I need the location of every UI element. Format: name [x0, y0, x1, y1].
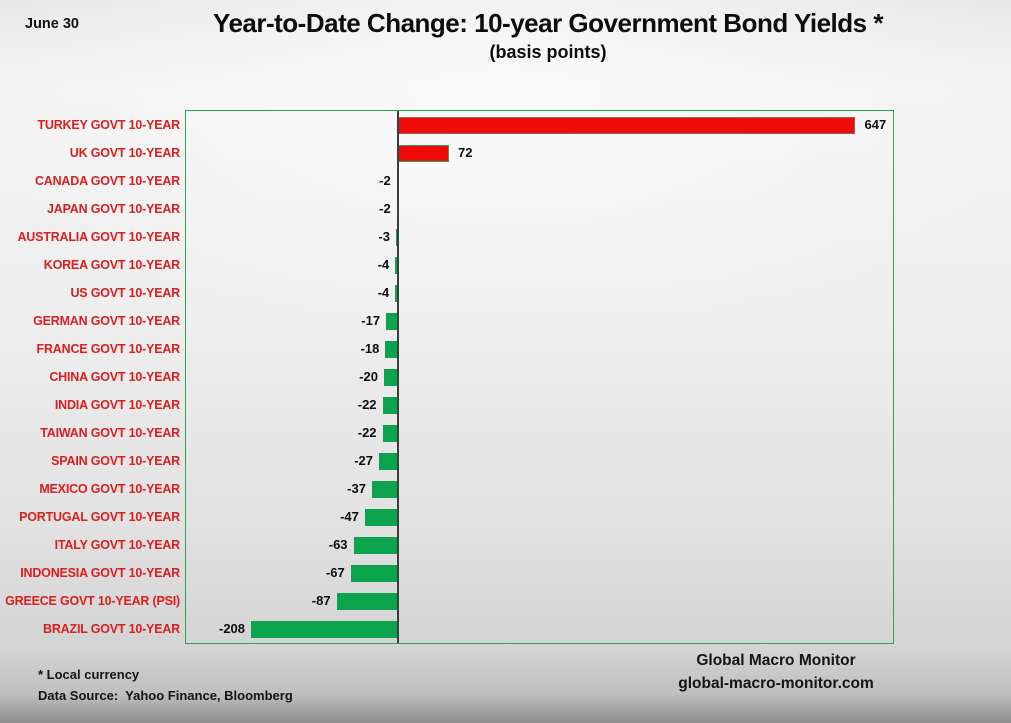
value-label: 647	[864, 117, 887, 132]
bar	[251, 620, 399, 638]
category-label: CANADA GOVT 10-YEAR	[34, 174, 180, 188]
value-label: -87	[311, 593, 331, 608]
bar-chart: TURKEY GOVT 10-YEAR 647 UK GOVT 10-YEAR 72 C…	[0, 110, 1011, 644]
value-label: -22	[357, 425, 377, 440]
category-label: SPAIN GOVT 10-YEAR	[51, 454, 180, 468]
value-label: -2	[379, 201, 391, 216]
bar	[379, 452, 399, 470]
category-label: INDIA GOVT 10-YEAR	[54, 398, 180, 412]
category-label: KOREA GOVT 10-YEAR	[43, 258, 180, 272]
title-block: Year-to-Date Change: 10-year Government …	[0, 8, 1011, 63]
bar	[353, 536, 399, 554]
bar	[386, 312, 399, 330]
bar	[396, 228, 399, 246]
plot-area	[185, 110, 894, 644]
brand-block: Global Macro Monitor global-macro-monito…	[626, 649, 926, 695]
bar	[364, 508, 399, 526]
value-label: 72	[458, 145, 473, 160]
category-label: CHINA GOVT 10-YEAR	[49, 370, 180, 384]
category-label: GREECE GOVT 10-YEAR (PSI)	[5, 594, 180, 608]
brand-url: global-macro-monitor.com	[678, 675, 874, 692]
value-label: -4	[377, 285, 390, 300]
footnote-block: * Local currency Data Source: Yahoo Fina…	[38, 664, 293, 706]
bar	[398, 116, 856, 134]
category-label: MEXICO GOVT 10-YEAR	[39, 482, 180, 496]
value-label: -47	[340, 509, 359, 524]
category-label: GERMAN GOVT 10-YEAR	[33, 314, 180, 328]
bar	[398, 144, 449, 162]
value-label: -18	[360, 341, 380, 356]
category-label: BRAZIL GOVT 10-YEAR	[43, 622, 180, 636]
bar	[371, 480, 399, 498]
bar	[382, 424, 399, 442]
chart-subtitle: (basis points)	[489, 42, 607, 62]
value-label: -3	[378, 229, 390, 244]
category-label: FRANCE GOVT 10-YEAR	[36, 342, 181, 356]
brand-name: Global Macro Monitor	[696, 652, 856, 669]
category-label: US GOVT 10-YEAR	[70, 286, 180, 300]
zero-axis-line	[397, 111, 400, 643]
value-label: -2	[379, 173, 391, 188]
value-label: -208	[219, 621, 246, 636]
bar	[395, 284, 399, 302]
category-label: JAPAN GOVT 10-YEAR	[46, 202, 180, 216]
chart-title: Year-to-Date Change: 10-year Government …	[213, 8, 883, 38]
category-label: UK GOVT 10-YEAR	[69, 146, 180, 160]
category-label: ITALY GOVT 10-YEAR	[54, 538, 181, 552]
value-label: -4	[377, 257, 390, 272]
value-label: -20	[359, 369, 378, 384]
bar	[385, 340, 399, 358]
value-label: -22	[357, 397, 377, 412]
bar	[350, 564, 399, 582]
value-label: -17	[361, 313, 381, 328]
category-label: AUSTRALIA GOVT 10-YEAR	[17, 230, 180, 244]
footnote-data-source: Data Source: Yahoo Finance, Bloomberg	[38, 688, 293, 703]
footnote-local-currency: * Local currency	[38, 667, 140, 682]
date-label: June 30	[25, 16, 79, 32]
category-label: PORTUGAL GOVT 10-YEAR	[19, 510, 180, 524]
bar	[395, 256, 399, 274]
bar	[384, 368, 399, 386]
bar	[382, 396, 399, 414]
value-label: -63	[328, 537, 348, 552]
category-label: INDONESIA GOVT 10-YEAR	[20, 566, 180, 580]
bar	[336, 592, 399, 610]
value-label: -37	[347, 481, 366, 496]
category-label: TURKEY GOVT 10-YEAR	[37, 118, 180, 132]
value-label: -27	[354, 453, 373, 468]
category-label: TAIWAN GOVT 10-YEAR	[40, 426, 180, 440]
value-label: -67	[325, 565, 345, 580]
